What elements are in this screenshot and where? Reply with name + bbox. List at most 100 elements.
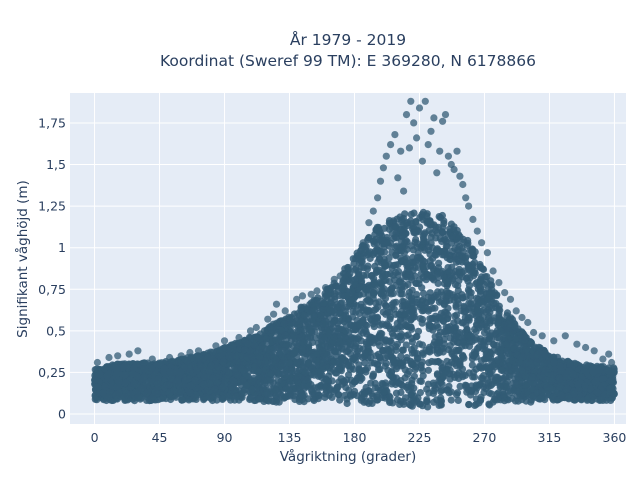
data-point: [348, 296, 355, 303]
data-point: [471, 259, 478, 266]
data-point: [529, 374, 536, 381]
data-point: [403, 274, 410, 281]
data-point: [538, 388, 545, 395]
data-point: [425, 367, 432, 374]
data-point: [386, 394, 393, 401]
data-point: [343, 304, 350, 311]
data-point: [451, 294, 458, 301]
data-point: [408, 377, 415, 384]
data-point: [291, 389, 298, 396]
data-point: [403, 332, 410, 339]
data-point: [397, 255, 404, 262]
data-point: [278, 327, 285, 334]
data-point: [370, 372, 377, 379]
data-point: [481, 343, 488, 350]
data-point: [370, 280, 377, 287]
data-point: [419, 358, 426, 365]
data-point: [503, 347, 510, 354]
data-point: [406, 289, 413, 296]
data-point: [452, 347, 459, 354]
data-point: [487, 281, 494, 288]
data-point: [453, 304, 460, 311]
data-point: [317, 312, 324, 319]
data-point: [262, 360, 269, 367]
data-point: [201, 373, 208, 380]
data-point: [385, 323, 392, 330]
data-point: [290, 350, 297, 357]
data-point: [451, 324, 458, 331]
data-point: [366, 299, 373, 306]
data-point: [475, 399, 482, 406]
data-point: [448, 233, 455, 240]
data-point: [464, 326, 471, 333]
data-point: [225, 352, 232, 359]
data-point: [404, 246, 411, 253]
data-point: [418, 270, 425, 277]
data-point: [409, 305, 416, 312]
data-point: [509, 357, 516, 364]
data-point: [541, 360, 548, 367]
data-point: [389, 284, 396, 291]
data-point: [435, 332, 442, 339]
data-point: [425, 247, 432, 254]
data-point: [447, 335, 454, 342]
data-point: [288, 368, 295, 375]
data-point: [400, 401, 407, 408]
data-point: [349, 381, 356, 388]
data-point: [343, 348, 350, 355]
data-point: [392, 343, 399, 350]
data-point: [270, 346, 277, 353]
data-point: [389, 378, 396, 385]
data-point: [364, 263, 371, 270]
data-point: [412, 366, 419, 373]
data-point: [338, 285, 345, 292]
data-point: [385, 348, 392, 355]
data-point: [92, 396, 99, 403]
data-point: [486, 320, 493, 327]
data-point: [438, 310, 445, 317]
data-point: [478, 357, 485, 364]
data-point: [484, 301, 491, 308]
data-point: [456, 359, 463, 366]
data-point: [448, 239, 455, 246]
data-point: [469, 246, 476, 253]
data-point: [438, 397, 445, 404]
data-point: [358, 395, 365, 402]
data-point: [314, 294, 321, 301]
data-point: [436, 299, 443, 306]
data-point: [458, 244, 465, 251]
data-point: [393, 365, 400, 372]
data-point: [315, 392, 322, 399]
data-point: [386, 217, 393, 224]
data-point: [273, 336, 280, 343]
data-point: [370, 289, 377, 296]
data-point: [569, 371, 576, 378]
data-point: [491, 341, 498, 348]
data-point: [438, 270, 445, 277]
data-point: [331, 309, 338, 316]
data-point: [219, 395, 226, 402]
data-point: [228, 383, 235, 390]
data-point: [314, 383, 321, 390]
data-point: [336, 318, 343, 325]
data-point: [452, 252, 459, 259]
data-point: [431, 305, 438, 312]
data-point: [419, 320, 426, 327]
data-point: [510, 345, 517, 352]
data-point: [597, 396, 604, 403]
data-point: [256, 395, 263, 402]
data-point: [395, 380, 402, 387]
data-point: [322, 376, 329, 383]
data-point: [465, 286, 472, 293]
data-point: [445, 327, 452, 334]
data-point: [420, 372, 427, 379]
data-point: [323, 351, 330, 358]
data-point: [312, 323, 319, 330]
data-point: [423, 386, 430, 393]
data-point: [302, 369, 309, 376]
data-point: [403, 354, 410, 361]
data-point: [326, 331, 333, 338]
data-point: [485, 365, 492, 372]
data-point: [361, 350, 368, 357]
data-point: [399, 347, 406, 354]
